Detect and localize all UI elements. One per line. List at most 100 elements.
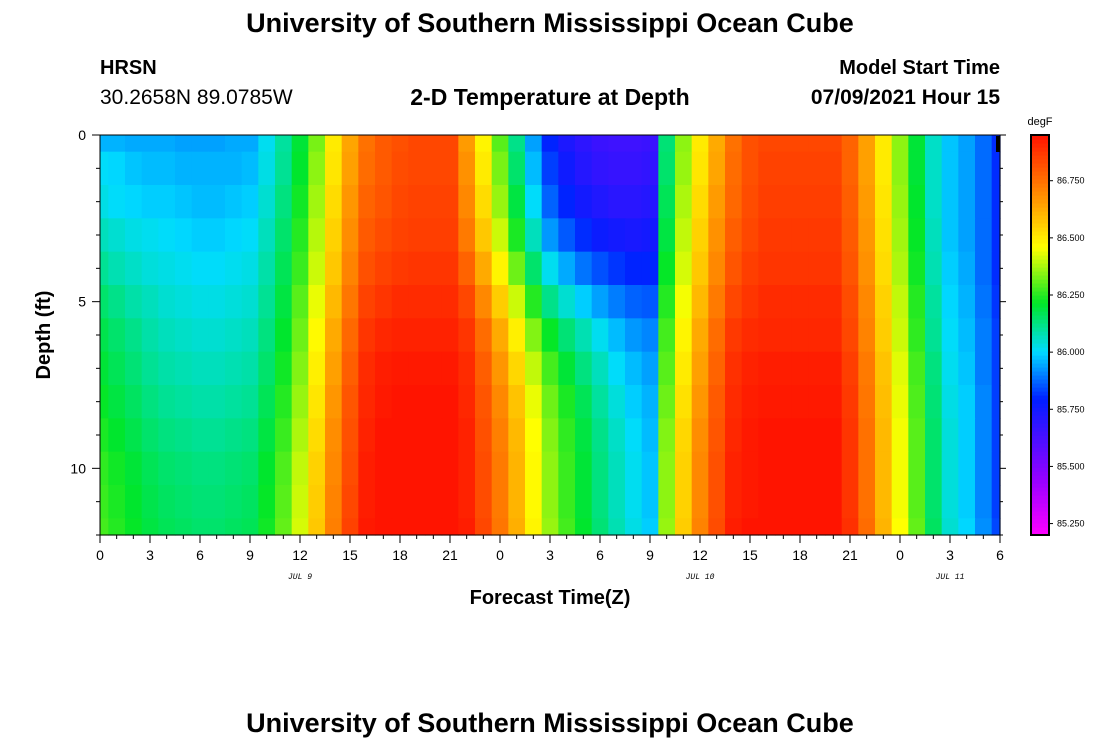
heat-cell: [891, 351, 909, 386]
heat-cell: [258, 418, 276, 453]
heat-cell: [858, 451, 876, 486]
heat-cell: [491, 485, 509, 519]
heat-cell: [191, 151, 209, 186]
heat-cell: [291, 418, 309, 453]
heat-cell: [258, 218, 276, 253]
heat-cell: [641, 451, 659, 486]
heat-cell: [225, 135, 243, 153]
heat-cell: [775, 185, 793, 219]
heat-cell: [175, 151, 193, 186]
heat-cell: [175, 451, 193, 486]
station-location: 30.2658N 89.0785W: [100, 86, 293, 109]
colorbar-segment: [1031, 511, 1049, 516]
heat-cell: [975, 518, 993, 536]
heat-cell: [791, 518, 809, 536]
heat-cell: [441, 418, 459, 453]
colorbar-segment: [1031, 275, 1049, 280]
heat-cell: [608, 518, 626, 536]
heat-cell: [108, 518, 126, 536]
heat-cell: [475, 318, 493, 353]
heat-cell: [725, 351, 743, 386]
heat-cell: [508, 318, 526, 353]
colorbar-segment: [1031, 331, 1049, 336]
heat-cell: [791, 318, 809, 353]
heat-cell: [275, 351, 293, 386]
heat-cell: [825, 135, 843, 153]
heat-cell: [325, 351, 343, 386]
heat-cell: [291, 385, 309, 419]
colorbar-segment: [1031, 175, 1049, 180]
heat-cell: [325, 285, 343, 319]
heat-cell: [791, 218, 809, 253]
heat-cell: [625, 135, 643, 153]
heat-cell: [408, 151, 426, 186]
heat-cell: [608, 185, 626, 219]
heat-cell: [325, 318, 343, 353]
colorbar-segment: [1031, 391, 1049, 396]
date-label: JUL 11: [936, 573, 965, 582]
heat-cell: [458, 285, 476, 319]
heat-cell: [291, 218, 309, 253]
heat-cell: [191, 351, 209, 386]
heat-cell: [991, 185, 1001, 219]
colorbar-segment: [1031, 163, 1049, 168]
heat-cell: [208, 285, 226, 319]
heat-cell: [808, 451, 826, 486]
heat-cell: [925, 485, 943, 519]
heat-cell: [958, 418, 976, 453]
colorbar-segment: [1031, 295, 1049, 300]
heat-cell: [391, 451, 409, 486]
colorbar-segment: [1031, 299, 1049, 304]
heat-cell: [858, 385, 876, 419]
heat-cell: [875, 385, 893, 419]
heat-cell: [325, 418, 343, 453]
heat-cell: [475, 185, 493, 219]
heat-cell: [808, 251, 826, 286]
heat-cell: [175, 418, 193, 453]
heat-cell: [191, 135, 209, 153]
x-tick-label: 21: [842, 547, 858, 563]
heat-cell: [691, 318, 709, 353]
colorbar-tick-label: 85.500: [1057, 461, 1085, 471]
heat-cell: [625, 185, 643, 219]
heat-cell: [375, 285, 393, 319]
heat-cell: [275, 418, 293, 453]
colorbar-segment: [1031, 223, 1049, 228]
colorbar-segment: [1031, 215, 1049, 220]
heat-cell: [975, 351, 993, 386]
heat-cell: [791, 451, 809, 486]
heat-cell: [841, 151, 859, 186]
heat-cell: [391, 151, 409, 186]
heat-cell: [941, 318, 959, 353]
heat-cell: [258, 451, 276, 486]
heat-cell: [725, 418, 743, 453]
heat-cell: [258, 518, 276, 536]
heat-cell: [208, 135, 226, 153]
heat-cell: [341, 518, 359, 536]
colorbar-segment: [1031, 527, 1049, 532]
heat-cell: [708, 351, 726, 386]
heat-cell: [691, 251, 709, 286]
heat-cell: [208, 218, 226, 253]
heat-cell: [758, 135, 776, 153]
heat-cell: [325, 218, 343, 253]
heat-cell: [758, 185, 776, 219]
colorbar-segment: [1031, 151, 1049, 156]
heat-cell: [441, 318, 459, 353]
heat-cell: [175, 185, 193, 219]
heat-cell: [658, 285, 676, 319]
colorbar-segment: [1031, 383, 1049, 388]
heat-cell: [258, 318, 276, 353]
heat-cell: [525, 518, 543, 536]
y-axis: 0 5 10: [70, 127, 1006, 536]
heat-cell: [158, 185, 176, 219]
heat-cell: [558, 385, 576, 419]
heat-cell: [775, 351, 793, 386]
heat-cell: [425, 218, 443, 253]
heat-cell: [991, 151, 1001, 186]
heat-cell: [875, 185, 893, 219]
heat-cell: [325, 518, 343, 536]
heat-cell: [341, 385, 359, 419]
heat-cell: [625, 151, 643, 186]
model-start-label: Model Start Time: [839, 57, 1000, 79]
